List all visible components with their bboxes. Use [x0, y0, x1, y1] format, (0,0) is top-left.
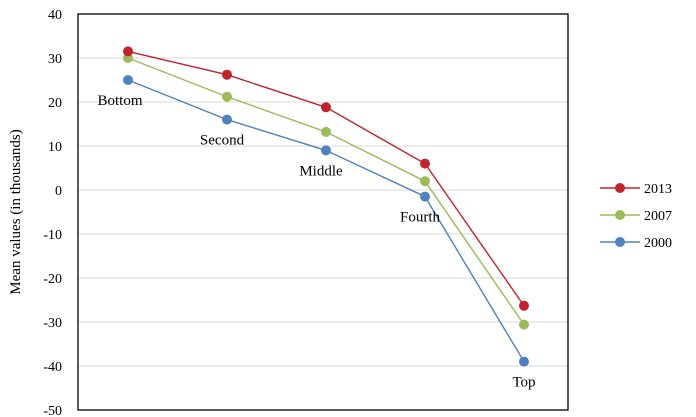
y-tick-label: -10 — [43, 228, 62, 243]
series-line-2007 — [127, 57, 525, 326]
legend-item-2013: 2013 — [600, 182, 672, 197]
series-lines — [123, 46, 529, 367]
y-tick-label: -50 — [43, 404, 62, 417]
gridlines — [78, 57, 568, 367]
series-2007 — [123, 53, 529, 330]
legend-label: 2007 — [644, 209, 672, 224]
y-tick-label: -20 — [43, 272, 62, 287]
y-tick-label: 10 — [48, 140, 62, 155]
series-2013 — [123, 46, 529, 311]
category-label: Second — [200, 133, 245, 149]
y-tick-label: -40 — [43, 360, 62, 375]
legend-label: 2013 — [644, 182, 672, 197]
y-axis-ticks: -50 -40 -30 -20 -10 0 10 20 30 40 — [43, 8, 62, 417]
data-point-2013 — [420, 158, 430, 169]
legend-label: 2000 — [644, 236, 672, 251]
category-label: Middle — [299, 163, 343, 179]
data-point-2013 — [222, 69, 232, 80]
legend-item-2000: 2000 — [600, 236, 672, 251]
data-point-2000 — [420, 191, 430, 202]
data-point-2000 — [222, 114, 232, 125]
category-label: Bottom — [97, 93, 142, 109]
data-point-2007 — [321, 126, 331, 137]
y-axis-title: Mean values (in thousands) — [8, 129, 24, 294]
data-point-2007 — [519, 319, 529, 330]
category-label: Top — [512, 375, 535, 391]
data-point-2007 — [420, 176, 430, 187]
category-labels: Bottom Second Middle Fourth Top — [97, 93, 535, 391]
data-point-2013 — [123, 46, 133, 57]
data-point-2000 — [519, 356, 529, 367]
data-point-2000 — [321, 145, 331, 156]
legend-marker — [615, 237, 625, 247]
data-point-2007 — [222, 91, 232, 102]
category-label: Fourth — [400, 210, 441, 226]
data-point-2013 — [519, 300, 529, 311]
y-tick-label: 0 — [55, 184, 62, 199]
y-tick-label: 40 — [48, 8, 62, 23]
data-point-2000 — [123, 75, 133, 85]
legend-item-2007: 2007 — [600, 209, 672, 224]
legend: 2013 2007 2000 — [600, 182, 672, 251]
y-tick-label: -30 — [43, 316, 62, 331]
series-2000 — [123, 75, 529, 367]
y-tick-label: 20 — [48, 96, 62, 111]
plot-area-frame — [77, 13, 569, 411]
data-point-2013 — [321, 102, 331, 113]
y-tick-label: 30 — [48, 52, 62, 67]
legend-marker — [615, 210, 625, 220]
legend-marker — [615, 183, 625, 193]
